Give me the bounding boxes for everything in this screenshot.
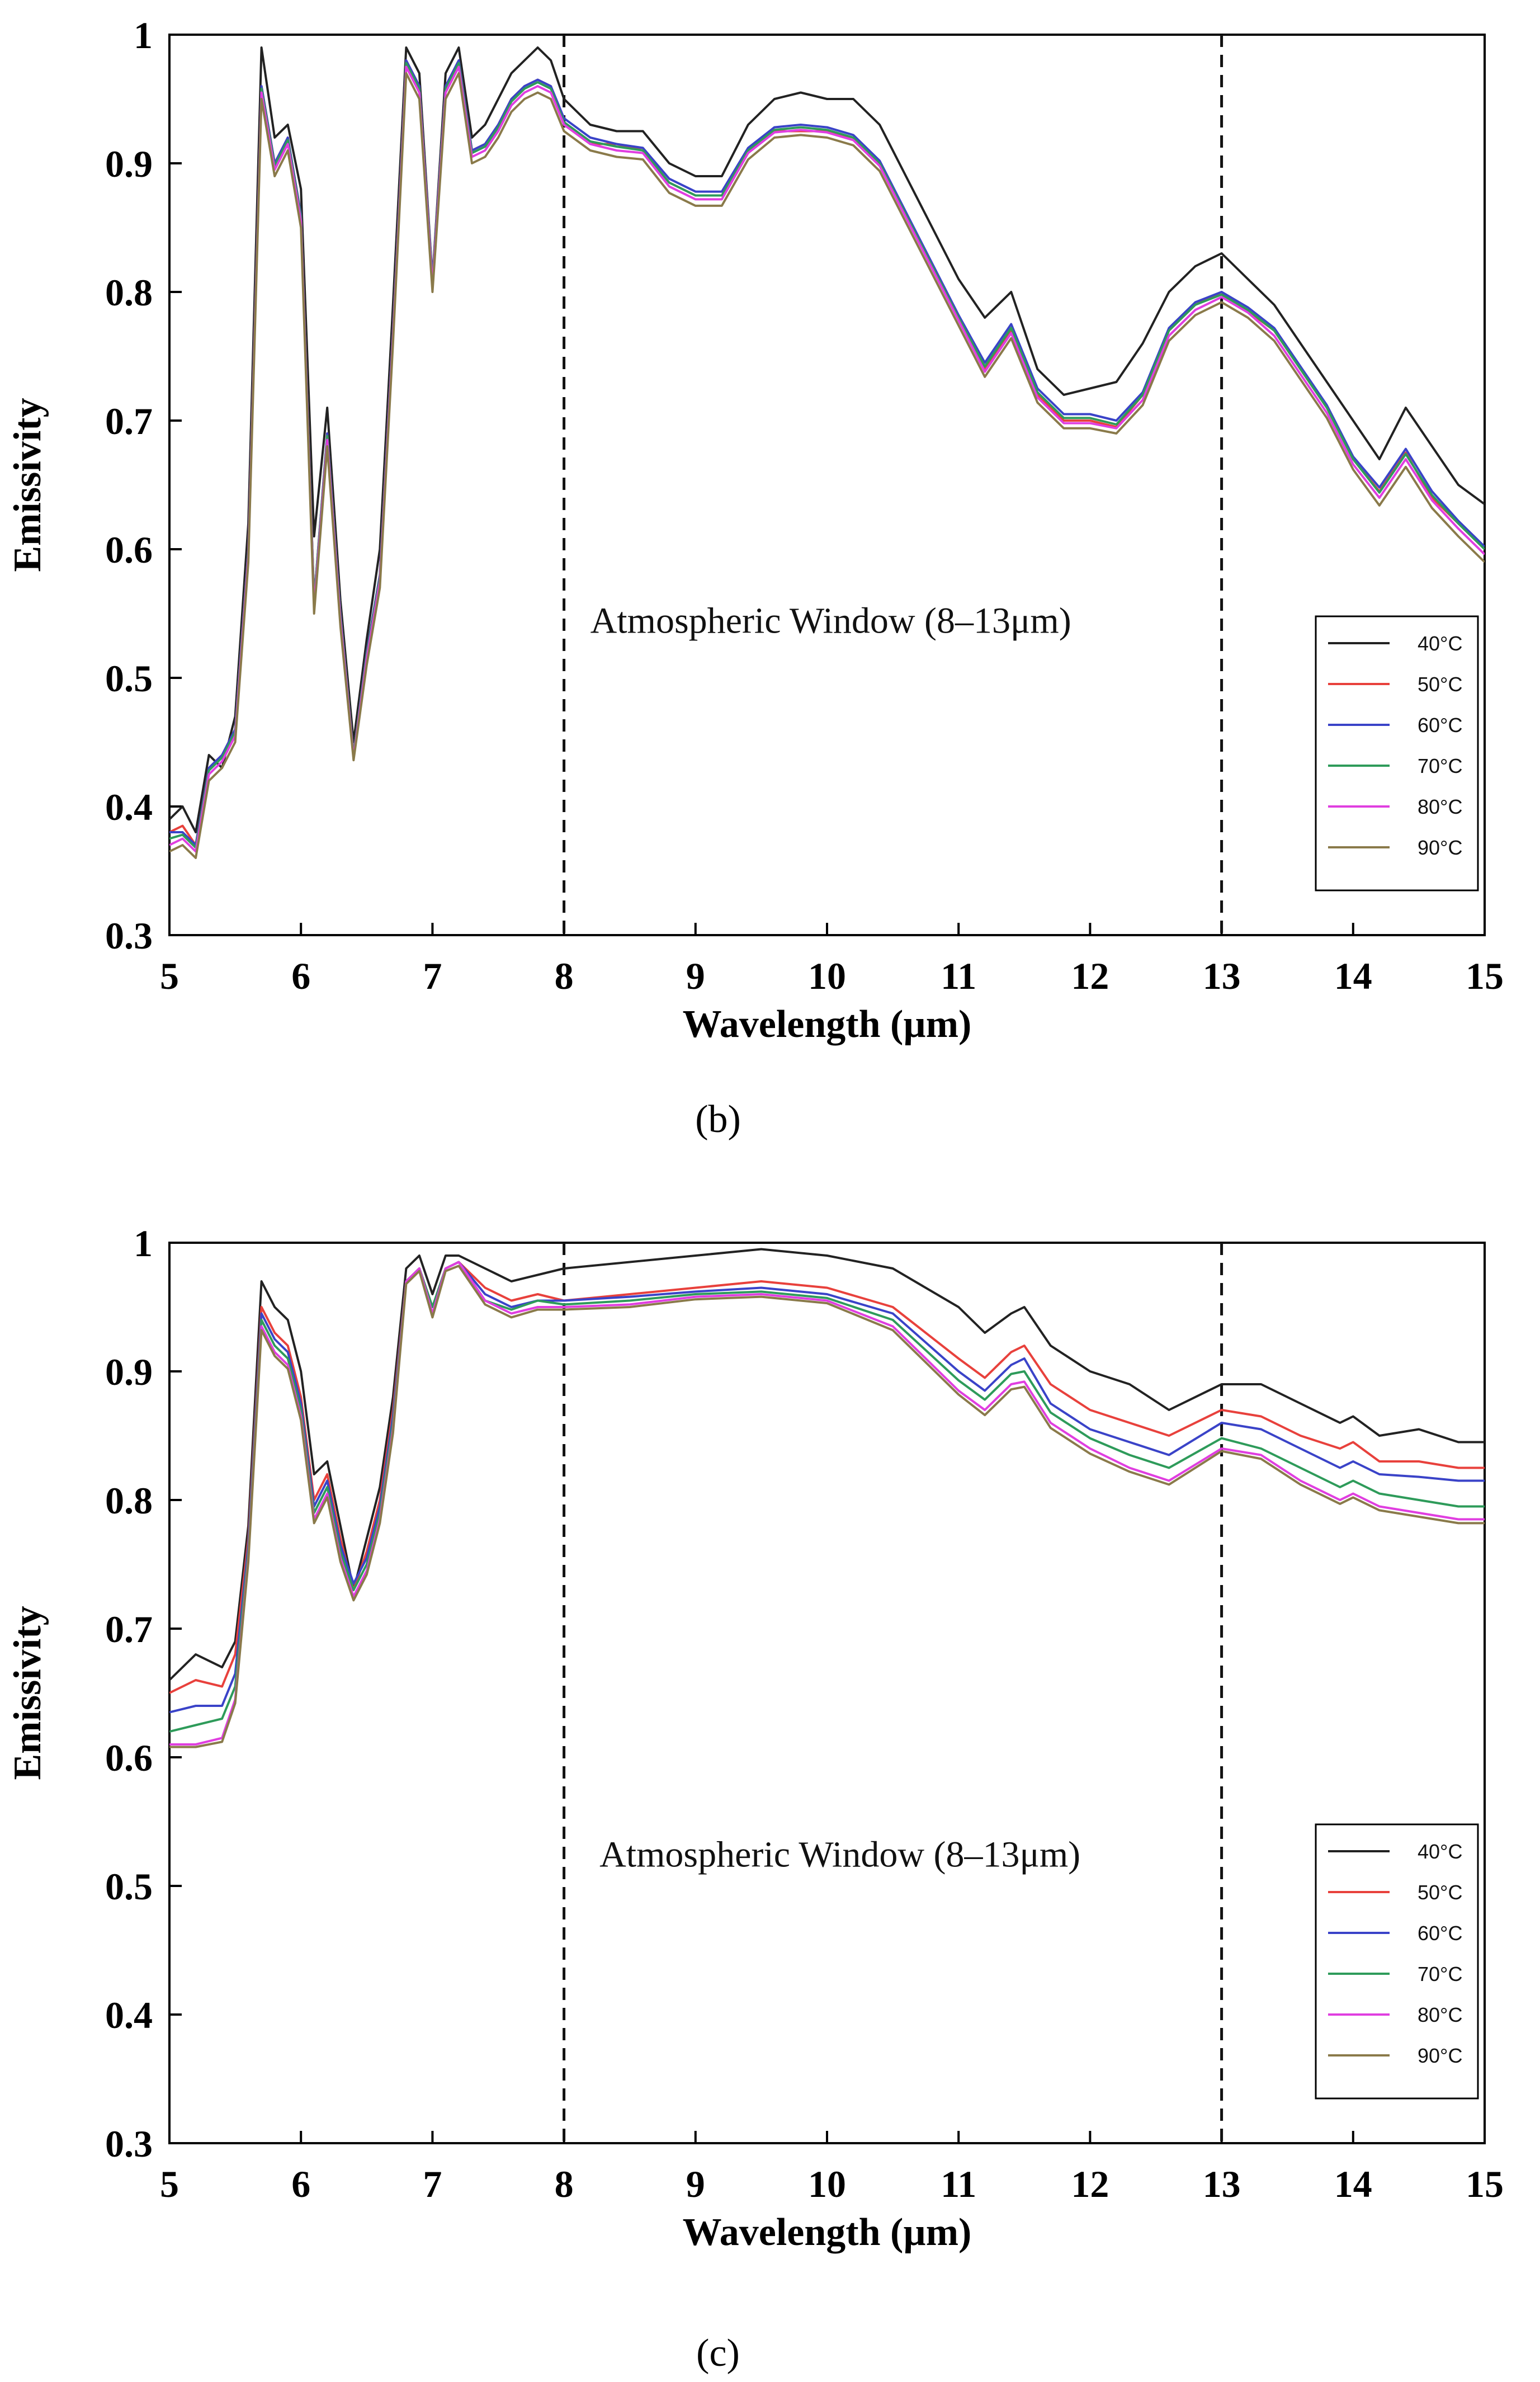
legend-label: 90°C: [1418, 2044, 1462, 2067]
legend-box: [1315, 615, 1479, 892]
x-axis-title: Wavelength (µm): [683, 1003, 972, 1046]
series-line: [169, 62, 1485, 849]
series-line: [169, 65, 1485, 853]
x-tick-label: 13: [1203, 955, 1241, 997]
legend-label: 40°C: [1418, 1840, 1462, 1863]
x-tick-label: 9: [686, 955, 705, 997]
x-tick-label: 14: [1334, 955, 1372, 997]
x-tick-label: 15: [1466, 2163, 1504, 2205]
chart-panel-c: 5 6 7 8 9 10 11 12 13 14 15 0.3 0.4 0.5 0.6 0.7 0.8 0.9 1 W…: [6, 1222, 1504, 2375]
panel-label: (c): [696, 2332, 740, 2375]
y-tick-label: 0.5: [105, 1865, 153, 1908]
legend-label: 40°C: [1418, 632, 1462, 655]
series-line: [169, 1261, 1485, 1714]
series-line: [169, 59, 1485, 846]
atmospheric-window-annotation: Atmospheric Window (8–13μm): [591, 601, 1071, 642]
series-line: [169, 46, 1485, 833]
x-tick-label: 8: [555, 2163, 574, 2205]
y-tick-label: 0.9: [105, 143, 153, 185]
y-tick-label: 0.8: [105, 1479, 153, 1522]
series-line: [169, 59, 1485, 846]
legend-box: [1315, 1823, 1479, 2100]
y-tick-label: 0.6: [105, 529, 153, 571]
x-tick-label: 5: [160, 2163, 179, 2205]
x-tick-label: 6: [291, 955, 310, 997]
x-tick-label: 7: [423, 2163, 442, 2205]
legend-label: 70°C: [1418, 1963, 1462, 1985]
y-tick-label: 0.5: [105, 657, 153, 700]
series-line: [169, 1261, 1485, 1746]
x-tick-label: 10: [808, 955, 846, 997]
legend-label: 60°C: [1418, 1922, 1462, 1945]
legend-label: 50°C: [1418, 673, 1462, 696]
x-tick-label: 7: [423, 955, 442, 997]
series-line: [169, 1261, 1485, 1694]
x-tick-label: 12: [1071, 955, 1109, 997]
atmospheric-window-annotation: Atmospheric Window (8–13μm): [599, 1834, 1080, 1875]
y-tick-label: 0.9: [105, 1351, 153, 1393]
y-tick-label: 0.6: [105, 1737, 153, 1779]
y-tick-label: 0.4: [105, 786, 153, 828]
x-tick-label: 14: [1334, 2163, 1372, 2205]
y-tick-label: 0.4: [105, 1994, 153, 2036]
x-tick-label: 13: [1203, 2163, 1241, 2205]
x-tick-label: 10: [808, 2163, 846, 2205]
y-tick-label: 1: [134, 14, 153, 56]
chart-panel-b: 5 6 7 8 9 10 11 12 13 14 15 0.3 0.4 0.5 0.6 0.7 0.8 0.9 1 W…: [6, 14, 1504, 1141]
x-tick-label: 9: [686, 2163, 705, 2205]
y-tick-label: 0.7: [105, 1608, 153, 1650]
plot-frame: [168, 1242, 1486, 2144]
legend-label: 60°C: [1418, 714, 1462, 737]
plot-frame: [168, 34, 1486, 936]
legend-label: 80°C: [1418, 2003, 1462, 2026]
x-tick-label: 8: [555, 955, 574, 997]
x-tick-label: 11: [941, 2163, 976, 2205]
y-tick-label: 0.3: [105, 2122, 153, 2165]
x-tick-label: 6: [291, 2163, 310, 2205]
series-line: [169, 1261, 1485, 1733]
series-line: [169, 1248, 1485, 1681]
y-tick-label: 0.3: [105, 914, 153, 957]
y-tick-label: 0.8: [105, 271, 153, 314]
legend-label: 90°C: [1418, 836, 1462, 859]
y-tick-label: 1: [134, 1222, 153, 1265]
legend-label: 70°C: [1418, 754, 1462, 777]
x-axis-title: Wavelength (µm): [683, 2211, 972, 2254]
y-axis-title: Emissivity: [6, 398, 49, 572]
series-line: [169, 72, 1485, 859]
x-tick-label: 12: [1071, 2163, 1109, 2205]
legend-label: 80°C: [1418, 795, 1462, 818]
panel-label: (b): [695, 1098, 741, 1141]
y-axis-title: Emissivity: [6, 1606, 49, 1780]
y-tick-label: 0.7: [105, 400, 153, 442]
x-tick-label: 15: [1466, 955, 1504, 997]
series-line: [169, 1265, 1485, 1748]
x-tick-label: 5: [160, 955, 179, 997]
x-tick-label: 11: [941, 955, 976, 997]
legend-label: 50°C: [1418, 1881, 1462, 1904]
